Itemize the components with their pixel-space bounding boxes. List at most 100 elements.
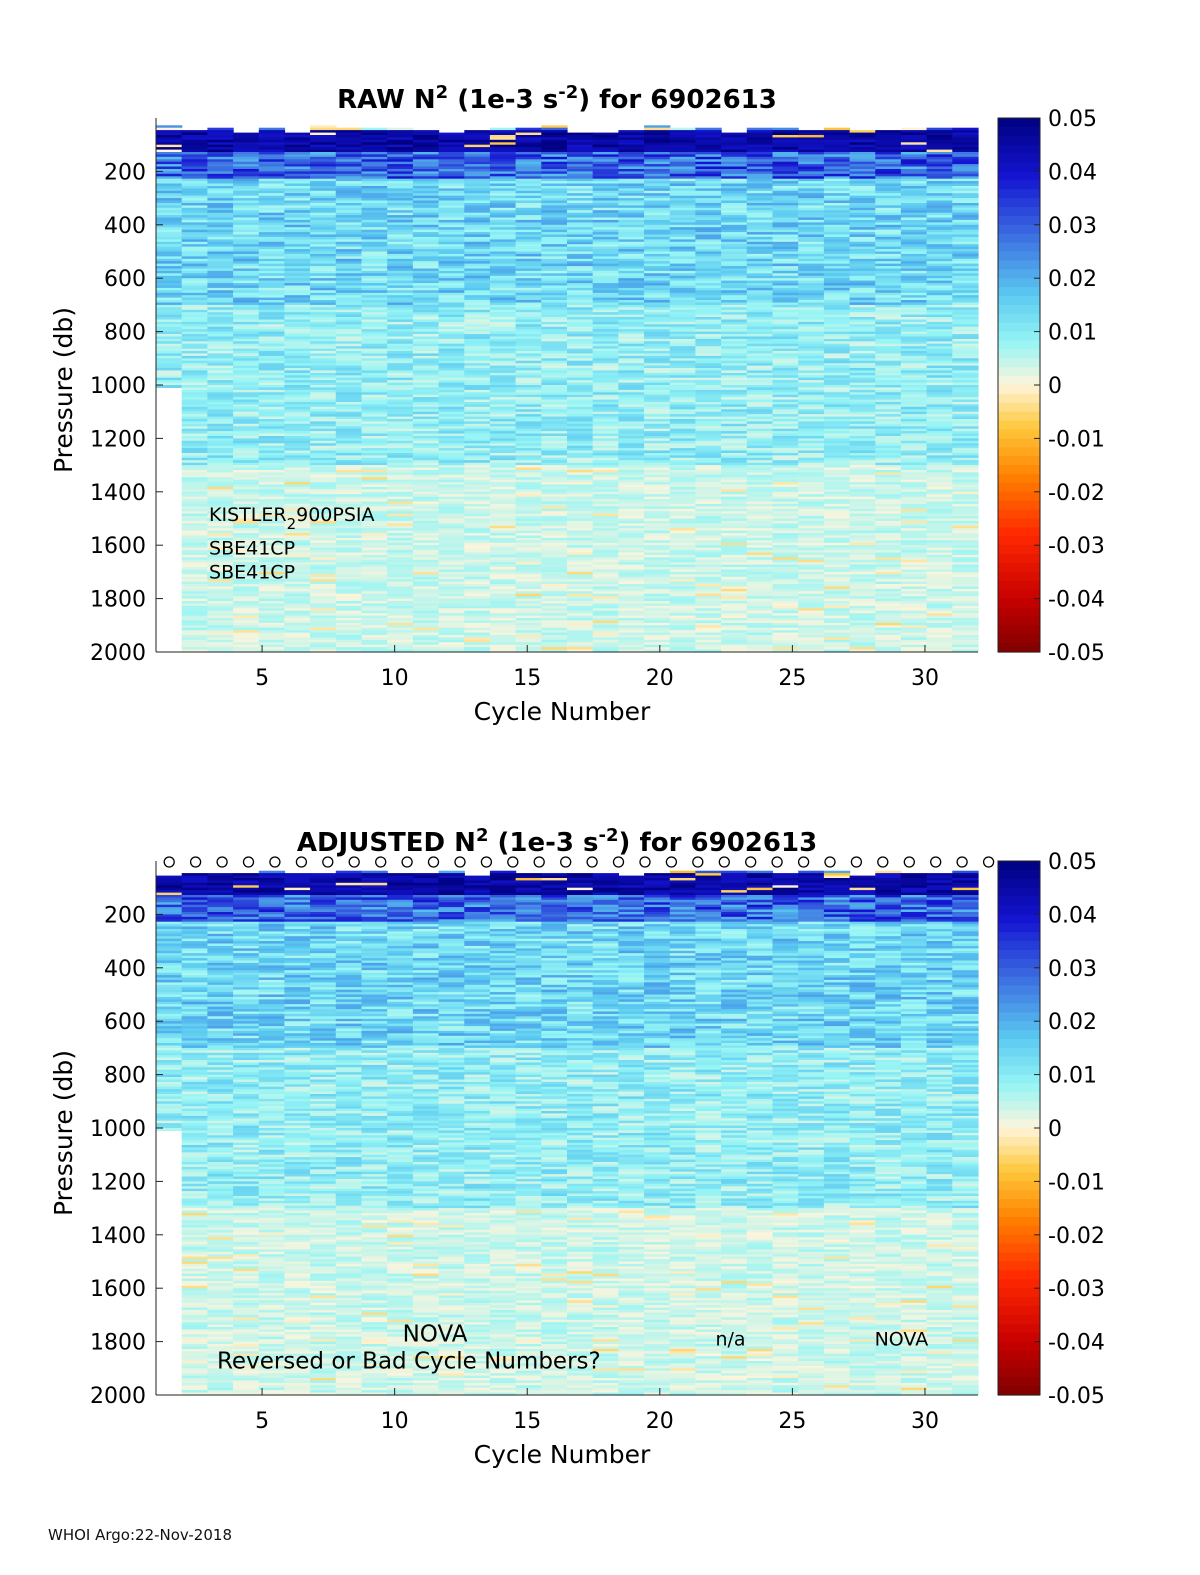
heatmap-cell bbox=[438, 416, 465, 420]
heatmap-cell bbox=[464, 253, 491, 257]
heatmap-cell bbox=[284, 423, 311, 427]
heatmap-cell bbox=[310, 215, 337, 219]
heatmap-cell bbox=[284, 603, 311, 607]
heatmap-cell bbox=[515, 426, 542, 430]
heatmap-cell bbox=[438, 341, 465, 345]
heatmap-cell bbox=[310, 506, 337, 510]
heatmap-cell bbox=[489, 278, 517, 282]
heatmap-cell bbox=[387, 312, 414, 316]
heatmap-cell bbox=[412, 312, 440, 316]
heatmap-cell bbox=[310, 207, 337, 211]
heatmap-cell bbox=[207, 630, 234, 634]
heatmap-cell bbox=[233, 353, 260, 357]
heatmap-cell bbox=[464, 341, 491, 345]
heatmap-cell bbox=[207, 382, 234, 386]
heatmap-cell bbox=[746, 428, 774, 432]
heatmap-cell bbox=[721, 516, 748, 520]
heatmap-cell bbox=[489, 574, 517, 578]
heatmap-cell bbox=[592, 268, 619, 272]
heatmap-cell bbox=[567, 540, 594, 544]
heatmap-cell bbox=[746, 399, 774, 403]
heatmap-cell bbox=[644, 232, 671, 236]
heatmap-cell bbox=[284, 178, 311, 182]
heatmap-cell bbox=[310, 416, 337, 420]
heatmap-cell bbox=[721, 627, 748, 631]
heatmap-cell bbox=[695, 193, 722, 197]
heatmap-cell bbox=[592, 132, 619, 136]
heatmap-cell bbox=[567, 494, 594, 498]
heatmap-cell bbox=[361, 426, 388, 430]
heatmap-cell bbox=[464, 499, 491, 503]
heatmap-cell bbox=[284, 249, 311, 253]
heatmap-cell bbox=[746, 166, 774, 170]
heatmap-cell bbox=[387, 438, 414, 442]
heatmap-cell bbox=[695, 409, 722, 413]
heatmap-cell bbox=[515, 307, 542, 311]
heatmap-cell bbox=[310, 268, 337, 272]
heatmap-cell bbox=[335, 457, 363, 461]
heatmap-cell bbox=[233, 642, 260, 646]
heatmap-cell bbox=[181, 608, 208, 612]
heatmap-cell bbox=[567, 426, 594, 430]
heatmap-cell bbox=[541, 212, 568, 216]
heatmap-cell bbox=[695, 312, 722, 316]
heatmap-cell bbox=[361, 338, 388, 342]
heatmap-cell bbox=[361, 355, 388, 359]
heatmap-cell bbox=[489, 394, 517, 398]
heatmap-cell bbox=[669, 586, 697, 590]
heatmap-cell bbox=[464, 270, 491, 274]
heatmap-cell bbox=[515, 321, 542, 325]
heatmap-cell bbox=[412, 608, 440, 612]
heatmap-cell bbox=[335, 212, 363, 216]
heatmap-cell bbox=[515, 399, 542, 403]
heatmap-cell bbox=[310, 351, 337, 354]
heatmap-cell bbox=[412, 232, 440, 236]
heatmap-cell bbox=[567, 370, 594, 374]
heatmap-cell bbox=[258, 188, 286, 192]
heatmap-cell bbox=[464, 525, 491, 529]
heatmap-cell bbox=[567, 283, 594, 287]
heatmap-cell bbox=[181, 275, 208, 279]
heatmap-cell bbox=[284, 533, 311, 537]
heatmap-cell bbox=[258, 503, 286, 507]
heatmap-cell bbox=[412, 525, 440, 529]
heatmap-cell bbox=[387, 620, 414, 624]
heatmap-cell bbox=[695, 479, 722, 483]
heatmap-cell bbox=[361, 647, 388, 651]
heatmap-cell bbox=[207, 455, 234, 459]
heatmap-cell bbox=[489, 256, 517, 260]
heatmap-cell bbox=[644, 229, 671, 233]
heatmap-cell bbox=[233, 542, 260, 546]
heatmap-cell bbox=[156, 256, 183, 260]
heatmap-cell bbox=[669, 156, 697, 160]
heatmap-cell bbox=[284, 508, 311, 512]
heatmap-cell bbox=[644, 186, 671, 189]
heatmap-cell bbox=[387, 419, 414, 422]
heatmap-cell bbox=[618, 588, 645, 592]
heatmap-cell bbox=[361, 520, 388, 524]
heatmap-cell bbox=[618, 457, 645, 461]
heatmap-cell bbox=[489, 169, 517, 172]
heatmap-cell bbox=[412, 210, 440, 214]
heatmap-cell bbox=[644, 368, 671, 371]
heatmap-cell bbox=[438, 431, 465, 435]
heatmap-cell bbox=[438, 484, 465, 488]
heatmap-cell bbox=[746, 346, 774, 350]
heatmap-cell bbox=[489, 613, 517, 617]
heatmap-cell bbox=[541, 287, 568, 291]
heatmap-cell bbox=[387, 423, 414, 427]
heatmap-cell bbox=[592, 193, 619, 197]
heatmap-cell bbox=[387, 275, 414, 279]
heatmap-cell bbox=[233, 207, 260, 211]
heatmap-cell bbox=[284, 545, 311, 549]
heatmap-cell bbox=[387, 212, 414, 216]
heatmap-cell bbox=[464, 309, 491, 313]
heatmap-cell bbox=[284, 188, 311, 192]
heatmap-cell bbox=[284, 302, 311, 306]
heatmap-cell bbox=[438, 618, 465, 621]
heatmap-cell bbox=[721, 159, 748, 163]
heatmap-cell bbox=[644, 137, 671, 141]
heatmap-cell bbox=[541, 152, 568, 155]
heatmap-cell bbox=[567, 200, 594, 204]
heatmap-cell bbox=[644, 581, 671, 585]
